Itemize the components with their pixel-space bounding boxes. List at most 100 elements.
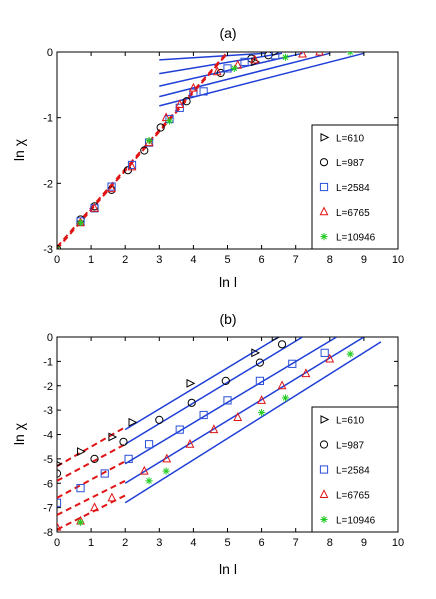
legend-item: L=987 bbox=[319, 158, 365, 169]
data-point bbox=[258, 408, 266, 417]
data-point bbox=[145, 477, 153, 485]
data-point bbox=[250, 54, 260, 64]
x-axis-label: ln l bbox=[219, 561, 237, 577]
data-point bbox=[107, 492, 117, 502]
fit-line bbox=[159, 52, 365, 107]
data-point bbox=[90, 202, 99, 212]
legend-box bbox=[311, 406, 399, 533]
legend-item: L=6765 bbox=[319, 206, 370, 219]
data-point bbox=[57, 461, 63, 467]
data-point bbox=[255, 358, 264, 367]
x-tick-label: 4 bbox=[190, 537, 196, 549]
data-point bbox=[108, 432, 118, 442]
x-tick-label: 9 bbox=[361, 537, 367, 549]
dashed-fit-line bbox=[57, 443, 126, 482]
panel-a: (a) 0 1 2 3 4 5 6 7 8 9 100-1-2-3 ln l ln χ L=610L… bbox=[11, 25, 404, 290]
data-point bbox=[320, 348, 329, 357]
panel-title: (a) bbox=[219, 25, 236, 41]
data-point bbox=[209, 424, 219, 434]
data-point bbox=[277, 380, 287, 390]
x-axis-label: ln l bbox=[219, 274, 237, 290]
legend-marker bbox=[319, 489, 329, 498]
data-point bbox=[140, 146, 149, 155]
x-tick-label: 5 bbox=[224, 254, 230, 266]
data-point bbox=[233, 412, 243, 421]
x-tick-label: 6 bbox=[259, 254, 265, 266]
legend: L=610 L=987 L=2584 L=6765 L=10946 bbox=[311, 124, 399, 250]
series-l-10946 bbox=[57, 52, 354, 249]
data-point bbox=[187, 398, 196, 407]
legend-marker bbox=[319, 158, 329, 167]
data-point bbox=[77, 447, 86, 456]
legend: L=610 L=987 L=2584 L=6765 L=10946 bbox=[311, 406, 399, 533]
legend-marker bbox=[319, 440, 329, 449]
y-tick-label: -1 bbox=[43, 356, 53, 368]
dashed-fit-line bbox=[57, 52, 229, 249]
series-l-2584 bbox=[57, 348, 329, 507]
series-l-610 bbox=[57, 337, 281, 467]
legend-marker bbox=[320, 132, 330, 142]
x-tick-label: 3 bbox=[156, 254, 162, 266]
data-point bbox=[124, 454, 133, 463]
legend-label: L=10946 bbox=[336, 516, 376, 527]
data-point bbox=[162, 467, 170, 475]
data-point bbox=[57, 245, 61, 249]
data-point bbox=[189, 88, 198, 97]
legend-item: L=610 bbox=[320, 132, 365, 144]
data-point bbox=[346, 350, 354, 358]
legend-marker bbox=[320, 233, 328, 241]
fit-line bbox=[159, 52, 266, 61]
legend-label: L=2584 bbox=[336, 183, 370, 194]
legend-marker bbox=[320, 515, 328, 524]
data-point bbox=[281, 394, 290, 402]
x-tick-label: 7 bbox=[293, 537, 299, 549]
y-tick-label: -3 bbox=[43, 405, 53, 417]
x-tick-label: 3 bbox=[156, 537, 162, 549]
x-tick-label: 10 bbox=[392, 537, 404, 549]
fit-line bbox=[159, 52, 330, 98]
data-point bbox=[76, 518, 85, 526]
data-point bbox=[57, 521, 62, 531]
data-point bbox=[156, 123, 165, 132]
data-point bbox=[346, 52, 354, 56]
dashed-fit-line bbox=[57, 52, 229, 248]
data-point bbox=[216, 68, 225, 78]
legend-marker bbox=[319, 465, 329, 474]
data-point bbox=[230, 64, 238, 73]
data-point bbox=[127, 161, 137, 171]
data-point bbox=[257, 395, 267, 404]
data-point bbox=[107, 182, 116, 191]
data-point bbox=[288, 359, 297, 368]
data-point bbox=[271, 52, 280, 60]
legend-label: L=610 bbox=[336, 416, 365, 427]
data-point bbox=[144, 440, 154, 449]
data-point bbox=[175, 99, 185, 109]
data-point bbox=[325, 353, 335, 363]
y-tick-label: -5 bbox=[43, 454, 53, 466]
legend-label: L=2584 bbox=[336, 466, 370, 477]
x-tick-label: 10 bbox=[392, 254, 404, 266]
data-point bbox=[119, 437, 128, 446]
y-axis-label: ln χ bbox=[11, 138, 27, 161]
data-point bbox=[277, 340, 287, 349]
panel-title: (b) bbox=[219, 311, 236, 327]
legend-item: L=987 bbox=[319, 440, 365, 452]
legend-label: L=987 bbox=[336, 158, 365, 169]
data-point bbox=[301, 368, 311, 378]
x-tick-label: 0 bbox=[54, 254, 60, 266]
legend-item: L=2584 bbox=[319, 465, 370, 477]
y-tick-label: -2 bbox=[43, 381, 53, 393]
data-point bbox=[186, 378, 196, 388]
data-point bbox=[315, 52, 324, 56]
data-point bbox=[221, 376, 230, 385]
data-point bbox=[90, 454, 99, 463]
y-tick-label: -4 bbox=[43, 430, 53, 442]
x-tick-label: 4 bbox=[190, 254, 196, 266]
data-point bbox=[100, 469, 109, 478]
legend-item: L=10946 bbox=[320, 233, 376, 244]
data-point bbox=[271, 52, 281, 57]
data-point bbox=[139, 465, 149, 475]
legend-label: L=610 bbox=[336, 133, 365, 144]
data-point bbox=[199, 410, 208, 420]
data-point bbox=[128, 417, 138, 427]
